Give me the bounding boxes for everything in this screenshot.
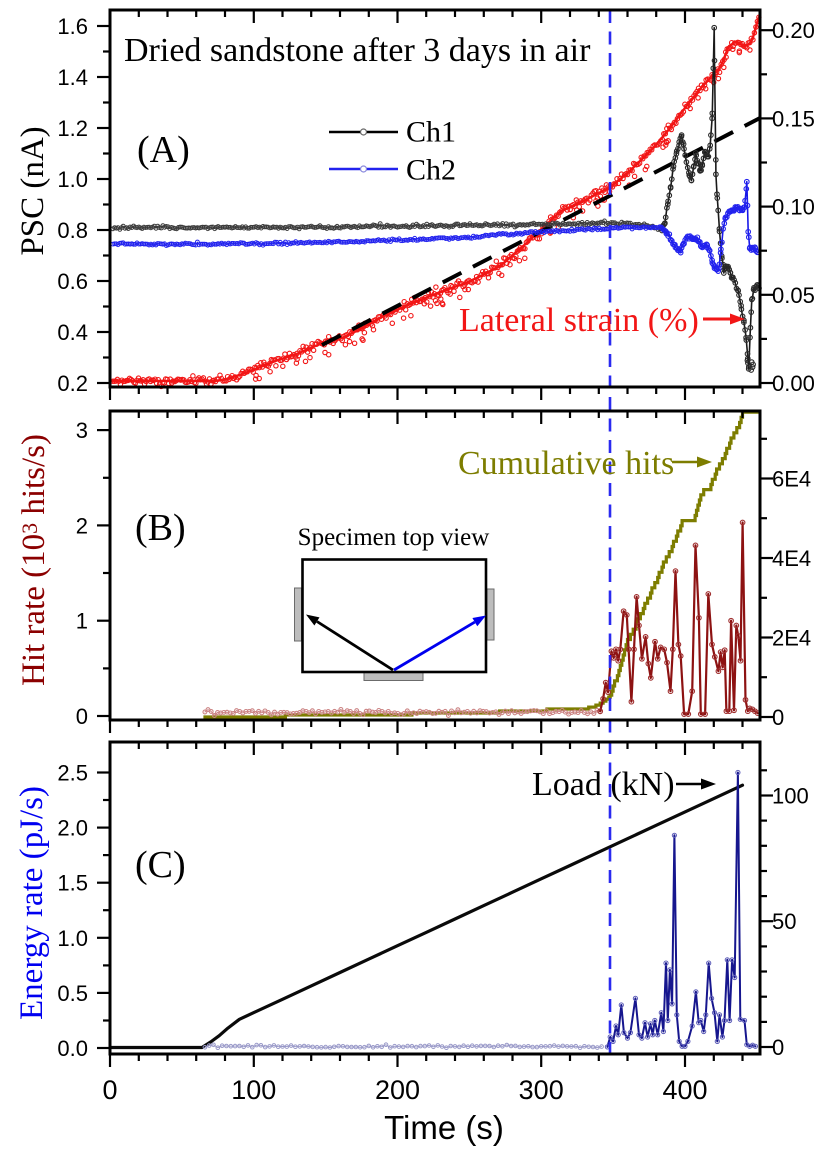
svg-text:400: 400 bbox=[662, 1075, 707, 1105]
svg-text:0: 0 bbox=[76, 704, 88, 729]
svg-text:PSC (nA): PSC (nA) bbox=[15, 126, 51, 255]
svg-text:Time (s): Time (s) bbox=[384, 1109, 504, 1146]
svg-text:Cumulative hits: Cumulative hits bbox=[458, 445, 674, 482]
svg-text:0.20: 0.20 bbox=[772, 18, 815, 43]
svg-text:200: 200 bbox=[375, 1075, 420, 1105]
svg-text:2E4: 2E4 bbox=[772, 626, 811, 651]
svg-text:0.0: 0.0 bbox=[57, 1036, 88, 1061]
svg-text:(B): (B) bbox=[135, 507, 186, 549]
svg-text:Hit rate (103 hits/s): Hit rate (103 hits/s) bbox=[16, 434, 52, 686]
svg-text:2: 2 bbox=[76, 513, 88, 538]
svg-text:1.6: 1.6 bbox=[57, 14, 88, 39]
svg-text:0.5: 0.5 bbox=[57, 981, 88, 1006]
svg-text:100: 100 bbox=[772, 784, 809, 809]
svg-text:300: 300 bbox=[519, 1075, 564, 1105]
svg-text:0: 0 bbox=[772, 1035, 784, 1060]
svg-text:Specimen top view: Specimen top view bbox=[298, 524, 490, 551]
svg-text:0: 0 bbox=[772, 705, 784, 730]
svg-text:Lateral strain (%): Lateral strain (%) bbox=[459, 302, 699, 339]
svg-text:4E4: 4E4 bbox=[772, 546, 811, 571]
svg-text:50: 50 bbox=[772, 909, 796, 934]
svg-text:2.5: 2.5 bbox=[57, 761, 88, 786]
svg-text:1.5: 1.5 bbox=[57, 871, 88, 896]
svg-text:1.4: 1.4 bbox=[57, 65, 88, 90]
svg-text:0: 0 bbox=[102, 1075, 117, 1105]
svg-text:Energy rate (pJ/s): Energy rate (pJ/s) bbox=[14, 786, 50, 1020]
svg-text:Dried sandstone after 3 days i: Dried sandstone after 3 days in air bbox=[124, 32, 591, 69]
svg-text:1.0: 1.0 bbox=[57, 167, 88, 192]
svg-text:0.10: 0.10 bbox=[772, 195, 815, 220]
svg-text:3: 3 bbox=[76, 418, 88, 443]
svg-text:0.8: 0.8 bbox=[57, 218, 88, 243]
svg-text:0.05: 0.05 bbox=[772, 283, 815, 308]
svg-text:Ch1: Ch1 bbox=[406, 116, 456, 149]
svg-text:Ch2: Ch2 bbox=[406, 154, 456, 187]
svg-text:Load (kN): Load (kN) bbox=[532, 766, 675, 803]
svg-text:1: 1 bbox=[76, 609, 88, 634]
svg-text:1.0: 1.0 bbox=[57, 926, 88, 951]
svg-text:0.4: 0.4 bbox=[57, 320, 88, 345]
svg-text:(C): (C) bbox=[135, 844, 186, 886]
svg-text:0.2: 0.2 bbox=[57, 371, 88, 396]
svg-text:0.15: 0.15 bbox=[772, 106, 815, 131]
svg-text:6E4: 6E4 bbox=[772, 467, 811, 492]
svg-text:100: 100 bbox=[231, 1075, 276, 1105]
svg-text:(A): (A) bbox=[137, 129, 190, 171]
svg-text:0.00: 0.00 bbox=[772, 371, 815, 396]
svg-text:2.0: 2.0 bbox=[57, 816, 88, 841]
svg-text:0.6: 0.6 bbox=[57, 269, 88, 294]
svg-text:1.2: 1.2 bbox=[57, 116, 88, 141]
